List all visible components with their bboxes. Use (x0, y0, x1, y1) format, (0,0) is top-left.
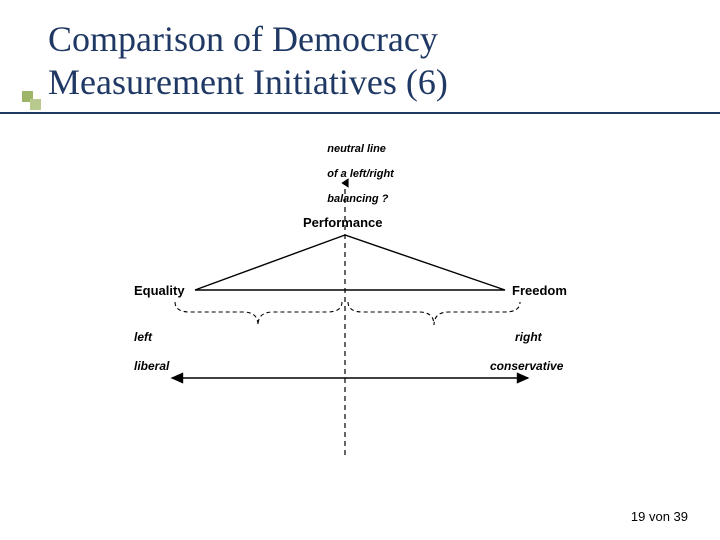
democracy-diagram: neutral line of a left/right balancing ?… (120, 135, 600, 455)
neutral-caption: neutral line of a left/right balancing ? (315, 130, 394, 218)
neutral-line3: balancing ? (327, 193, 388, 205)
label-performance: Performance (303, 215, 382, 230)
label-conservative: conservative (490, 359, 563, 373)
right-brace (348, 302, 520, 325)
neutral-line1: neutral line (327, 143, 386, 155)
slide-title-region: Comparison of Democracy Measurement Init… (48, 18, 680, 104)
slide-title-line2: Measurement Initiatives (6) (48, 61, 680, 104)
label-liberal: liberal (134, 359, 169, 373)
bullet-square-inner (30, 99, 41, 110)
label-equality: Equality (134, 283, 185, 298)
title-underline (0, 112, 720, 114)
triangle-shape (195, 235, 505, 290)
slide-title-line1: Comparison of Democracy (48, 18, 680, 61)
neutral-line2: of a left/right (327, 168, 394, 180)
label-freedom: Freedom (512, 283, 567, 298)
label-right: right (515, 330, 542, 344)
page-number: 19 von 39 (631, 509, 688, 524)
left-brace (175, 302, 342, 325)
label-left: left (134, 330, 152, 344)
